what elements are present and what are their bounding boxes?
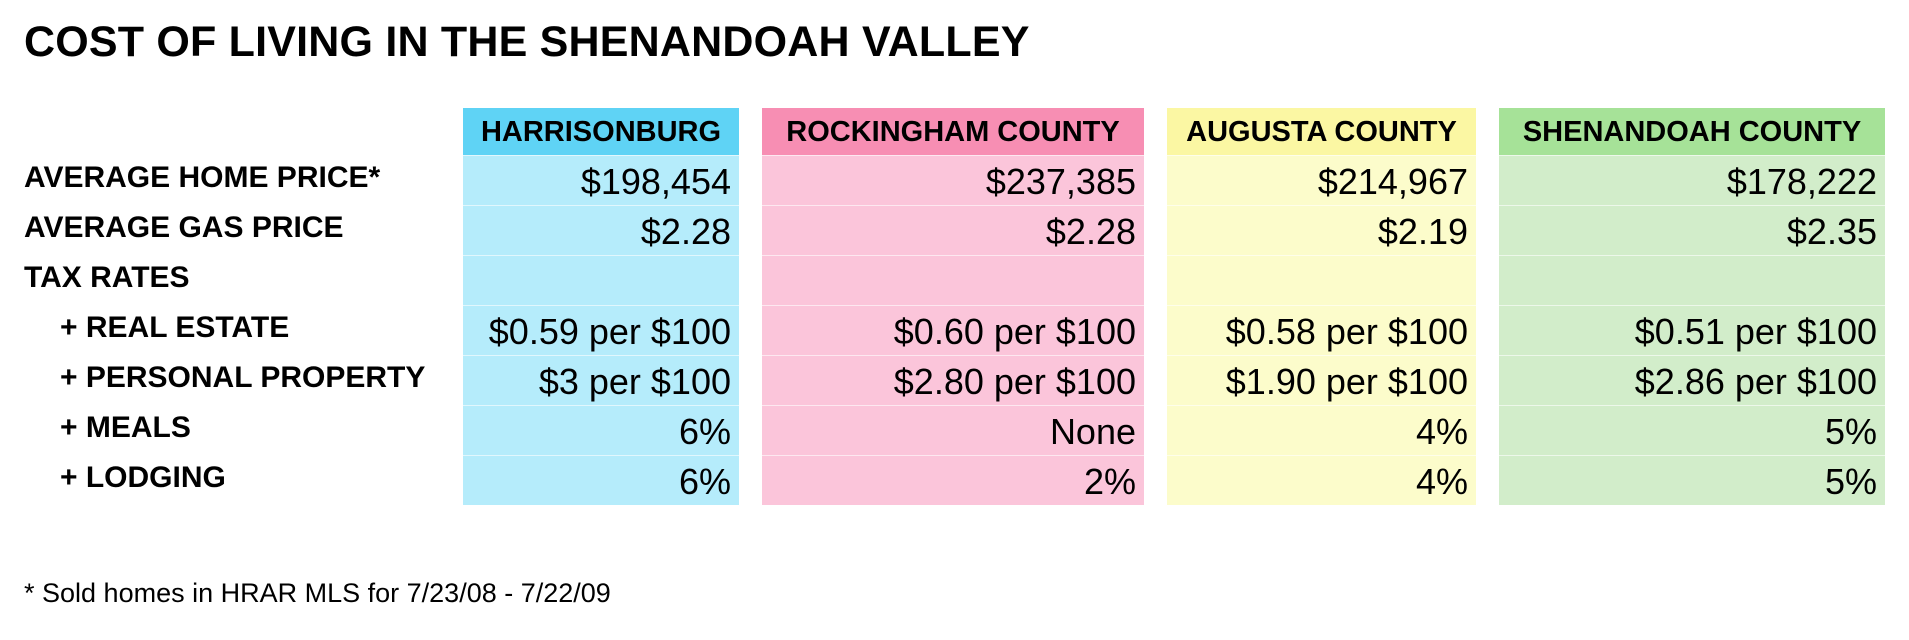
cell-meals: 6%: [463, 405, 739, 455]
column-header: AUGUSTA COUNTY: [1167, 108, 1476, 155]
cell-real-estate: $0.51 per $100: [1499, 305, 1885, 355]
cell-home-price: $178,222: [1499, 155, 1885, 205]
cell-tax-rates: [762, 255, 1144, 305]
cell-gas-price: $2.28: [463, 205, 739, 255]
cell-personal-property: $3 per $100: [463, 355, 739, 405]
cell-meals: 4%: [1167, 405, 1476, 455]
row-label-lodging: + LODGING: [60, 461, 226, 494]
cell-tax-rates: [1167, 255, 1476, 305]
cell-gas-price: $2.19: [1167, 205, 1476, 255]
row-label-tax-rates: TAX RATES: [24, 261, 190, 294]
column-header: HARRISONBURG: [463, 108, 739, 155]
cell-home-price: $198,454: [463, 155, 739, 205]
cell-meals: 5%: [1499, 405, 1885, 455]
column-header: SHENANDOAH COUNTY: [1499, 108, 1885, 155]
cell-meals: None: [762, 405, 1144, 455]
cell-real-estate: $0.59 per $100: [463, 305, 739, 355]
cell-personal-property: $2.80 per $100: [762, 355, 1144, 405]
row-label-personal-property: + PERSONAL PROPERTY: [60, 361, 426, 394]
cell-personal-property: $1.90 per $100: [1167, 355, 1476, 405]
cell-home-price: $237,385: [762, 155, 1144, 205]
cell-home-price: $214,967: [1167, 155, 1476, 205]
row-label-real-estate: + REAL ESTATE: [60, 311, 290, 344]
footnote: * Sold homes in HRAR MLS for 7/23/08 - 7…: [24, 578, 611, 608]
row-labels: AVERAGE HOME PRICE* AVERAGE GAS PRICE TA…: [24, 155, 464, 505]
column-augusta-county: AUGUSTA COUNTY $214,967 $2.19 $0.58 per …: [1167, 108, 1476, 505]
cell-personal-property: $2.86 per $100: [1499, 355, 1885, 405]
row-label-home-price: AVERAGE HOME PRICE*: [24, 161, 381, 194]
cell-tax-rates: [463, 255, 739, 305]
row-label-meals: + MEALS: [60, 411, 191, 444]
cell-tax-rates: [1499, 255, 1885, 305]
page-title: COST OF LIVING IN THE SHENANDOAH VALLEY: [24, 18, 1030, 66]
cell-gas-price: $2.28: [762, 205, 1144, 255]
cell-real-estate: $0.60 per $100: [762, 305, 1144, 355]
cell-lodging: 4%: [1167, 455, 1476, 505]
cell-lodging: 6%: [463, 455, 739, 505]
cell-lodging: 5%: [1499, 455, 1885, 505]
column-rockingham-county: ROCKINGHAM COUNTY $237,385 $2.28 $0.60 p…: [762, 108, 1144, 505]
row-label-gas-price: AVERAGE GAS PRICE: [24, 211, 344, 244]
cell-gas-price: $2.35: [1499, 205, 1885, 255]
cell-lodging: 2%: [762, 455, 1144, 505]
column-harrisonburg: HARRISONBURG $198,454 $2.28 $0.59 per $1…: [463, 108, 739, 505]
column-header: ROCKINGHAM COUNTY: [762, 108, 1144, 155]
cell-real-estate: $0.58 per $100: [1167, 305, 1476, 355]
column-shenandoah-county: SHENANDOAH COUNTY $178,222 $2.35 $0.51 p…: [1499, 108, 1885, 505]
